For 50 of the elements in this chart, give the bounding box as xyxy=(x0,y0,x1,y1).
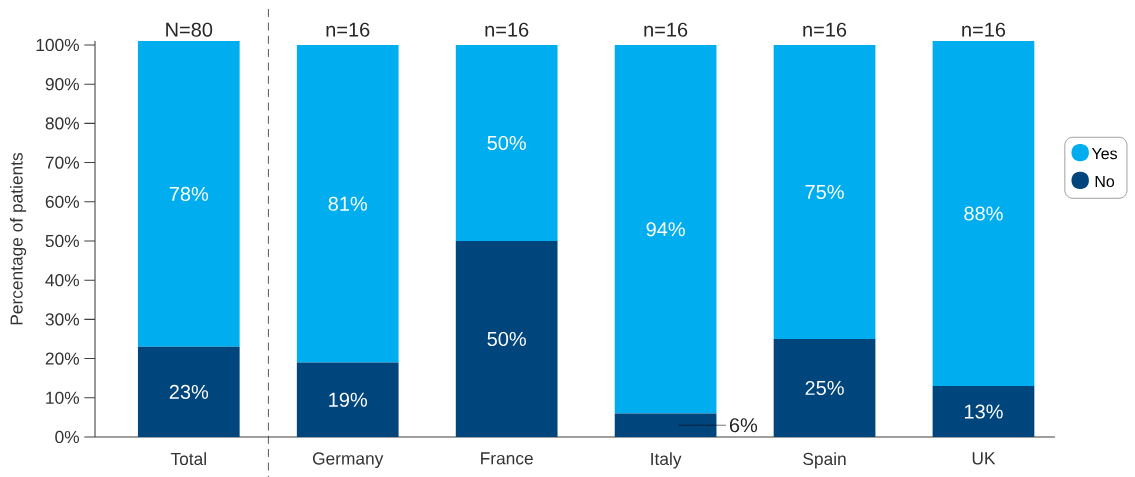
bar xyxy=(455,240,558,437)
text: N=80 xyxy=(166,22,213,37)
y-tick-label: 80% xyxy=(45,117,80,130)
data-label: 81% xyxy=(328,196,368,211)
data-label: 88% xyxy=(964,206,1003,221)
y-axis-title: Percentage of patients xyxy=(9,152,27,325)
x-tick-label: Italy xyxy=(651,452,682,469)
bar xyxy=(932,41,1035,387)
bar xyxy=(455,44,558,241)
data-label: 94% xyxy=(646,222,685,237)
bar xyxy=(773,338,876,437)
y-tick-label: 70% xyxy=(45,156,80,169)
bar xyxy=(614,413,717,437)
x-tick-label: Germany xyxy=(312,452,384,469)
bar xyxy=(773,44,876,339)
bar xyxy=(296,362,399,437)
y-tick-label: 100% xyxy=(36,38,80,52)
y-tick-label: 10% xyxy=(46,391,80,404)
data-label: 23% xyxy=(169,384,209,399)
text: n=16 xyxy=(485,22,529,37)
y-tick-label: 50% xyxy=(45,234,80,248)
legend-label: Yes xyxy=(1091,148,1118,160)
legend-label: No xyxy=(1095,175,1115,188)
data-label: 25% xyxy=(805,380,844,396)
y-tick-label: 90% xyxy=(45,78,80,91)
data-label: 75% xyxy=(805,184,844,200)
y-tick-label: 0% xyxy=(55,430,80,444)
x-tick-label: Total xyxy=(170,452,206,466)
y-tick-label: 40% xyxy=(45,274,80,287)
text: n=16 xyxy=(962,22,1006,37)
bar xyxy=(614,44,717,414)
bar xyxy=(932,386,1035,437)
data-label: 13% xyxy=(964,404,1003,419)
bar xyxy=(137,346,240,437)
bar xyxy=(137,41,240,347)
data-label: 6% xyxy=(729,418,758,433)
data-label: 50% xyxy=(487,135,526,151)
x-tick-label: UK xyxy=(972,452,996,465)
data-label: 78% xyxy=(169,186,209,202)
data-label: 19% xyxy=(329,392,368,407)
x-tick-label: Spain xyxy=(803,452,846,469)
text: n=16 xyxy=(803,22,847,37)
bar xyxy=(296,44,399,363)
data-label: 50% xyxy=(487,331,526,347)
y-tick-label: 60% xyxy=(45,195,80,208)
y-tick-label: 30% xyxy=(45,313,80,326)
text: n=16 xyxy=(644,22,688,37)
text: n=16 xyxy=(326,22,370,37)
x-tick-label: France xyxy=(481,452,533,465)
y-tick-label: 20% xyxy=(45,352,80,365)
